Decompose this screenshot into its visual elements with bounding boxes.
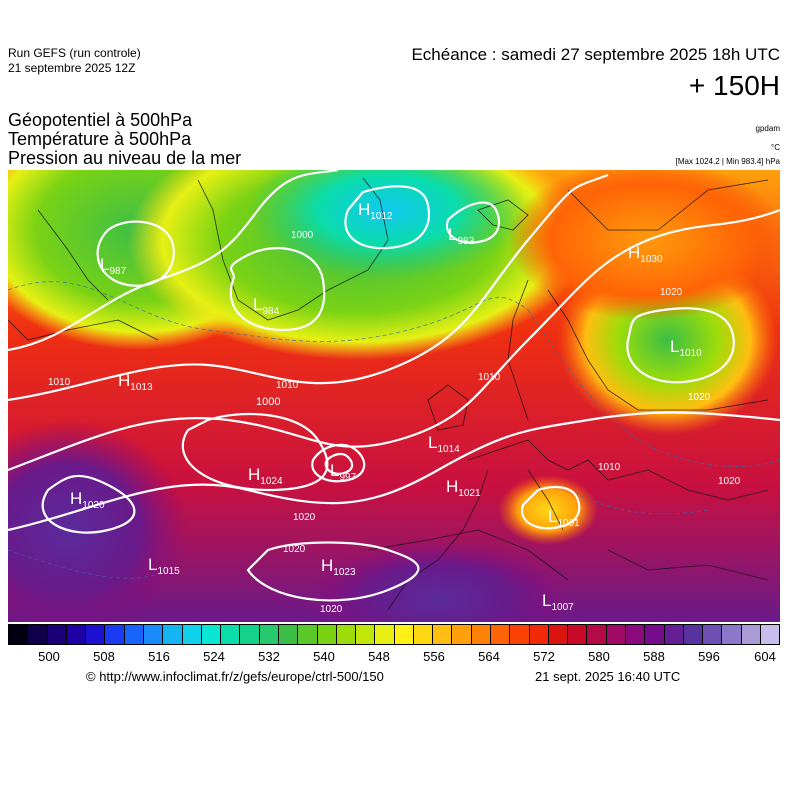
color-scale-cell [163,625,183,644]
unit-temperature: °C [771,143,780,152]
color-scale-tick: 524 [203,649,225,664]
color-scale-tick: 564 [478,649,500,664]
color-scale-tick: 500 [38,649,60,664]
color-scale-cell [317,625,337,644]
color-scale-cell [645,625,665,644]
color-scale-cell [9,625,29,644]
title-temperature: Température à 500hPa [8,129,192,149]
pressure-center-high: H1024 [248,465,283,487]
svg-text:1010: 1010 [478,372,501,383]
color-scale-tick: 516 [148,649,170,664]
color-scale-cell [143,625,164,644]
title-pressure: Pression au niveau de la mer [8,148,242,168]
pressure-center-high: H1020 [70,489,105,511]
color-scale-cell [548,625,569,644]
color-scale-cell [124,625,144,644]
unit-geopotential: gpdam [755,124,780,133]
color-scale-tick: 540 [313,649,335,664]
color-scale-tick: 588 [643,649,665,664]
color-scale-tick: 604 [754,649,776,664]
color-scale-cell [626,625,646,644]
title-geopotential: Géopotentiel à 500hPa [8,110,193,130]
color-scale-tick: 556 [423,649,445,664]
pressure-center-low: L1010 [670,337,702,359]
pressure-center-high: H1013 [118,371,153,393]
svg-text:1020: 1020 [718,476,741,487]
svg-text:1020: 1020 [293,512,316,523]
color-scale-tick: 596 [698,649,720,664]
color-scale-ticks: 500 508 516 524 532 540 548 556 564 572 580 588 596 6… [8,649,780,667]
color-scale-tick: 508 [93,649,115,664]
color-scale-cell [510,625,530,644]
color-scale-cell [491,625,511,644]
weather-map: 1000 1000 1010 1010 1010 1020 1020 1020 … [8,170,780,622]
run-date: 21 septembre 2025 12Z [8,61,136,75]
color-scale-cell [66,625,87,644]
color-scale-cell [433,625,453,644]
pressure-center-low: L983 [448,225,475,247]
color-scale-cell [413,625,434,644]
svg-text:1020: 1020 [688,392,711,403]
valid-time: Echéance : samedi 27 septembre 2025 18h … [411,45,780,64]
source-url: © http://www.infoclimat.fr/z/gefs/europe… [86,669,384,684]
pressure-center-high: H1012 [358,200,393,222]
pressure-center-high: H1023 [321,556,356,578]
color-scale-cell [298,625,318,644]
lead-time: + 150H [688,70,780,101]
pressure-center-high: H1021 [446,477,481,499]
color-scale-cell [86,625,106,644]
color-scale-cell [356,625,376,644]
pressure-range: [Max 1024.2 | Min 983.4] hPa [675,157,780,166]
color-scale-cell [394,625,414,644]
color-scale-cell [683,625,704,644]
color-scale-cell [278,625,299,644]
svg-text:1010: 1010 [48,377,71,388]
color-scale-cell [336,625,357,644]
pressure-center-low: L1001 [548,507,580,529]
pressure-center-low: L1014 [428,433,460,455]
svg-text:1020: 1020 [283,544,306,555]
color-scale-tick: 580 [588,649,610,664]
pressure-center-low: L1015 [148,555,180,577]
color-scale-cell [375,625,395,644]
svg-text:1020: 1020 [320,604,343,615]
pressure-center-low: L987 [100,255,127,277]
color-scale-bar [8,624,780,645]
color-scale-tick: 532 [258,649,280,664]
svg-text:1000: 1000 [291,230,314,241]
pressure-center-high: H1030 [628,243,663,265]
pressure-center-low: L1007 [542,591,574,613]
color-scale-cell [760,625,780,644]
svg-text:1010: 1010 [598,462,621,473]
svg-text:1010: 1010 [276,380,299,391]
color-scale-tick: 572 [533,649,555,664]
color-scale-tick: 548 [368,649,390,664]
color-scale-cell [201,625,222,644]
color-scale-cell [587,625,607,644]
color-scale-cell [471,625,492,644]
color-scale-cell [28,625,48,644]
color-scale-cell [240,625,260,644]
svg-text:1020: 1020 [660,287,683,298]
color-scale-cell [259,625,279,644]
color-scale-cell [568,625,588,644]
color-scale-cell [182,625,202,644]
color-scale-cell [722,625,742,644]
color-scale-cell [741,625,761,644]
color-scale-cell [47,625,67,644]
color-scale-cell [606,625,626,644]
color-scale-cell [452,625,472,644]
generated-time: 21 sept. 2025 16:40 UTC [535,669,681,684]
color-scale-cell [221,625,241,644]
color-scale-cell [529,625,549,644]
color-scale-cell [664,625,684,644]
color-scale-cell [703,625,723,644]
color-scale-cell [105,625,125,644]
pressure-center-low: L984 [253,295,280,317]
run-model: Run GEFS (run controle) [8,46,141,60]
pressure-center-low: L997 [330,461,357,483]
svg-text:1000: 1000 [256,396,280,408]
